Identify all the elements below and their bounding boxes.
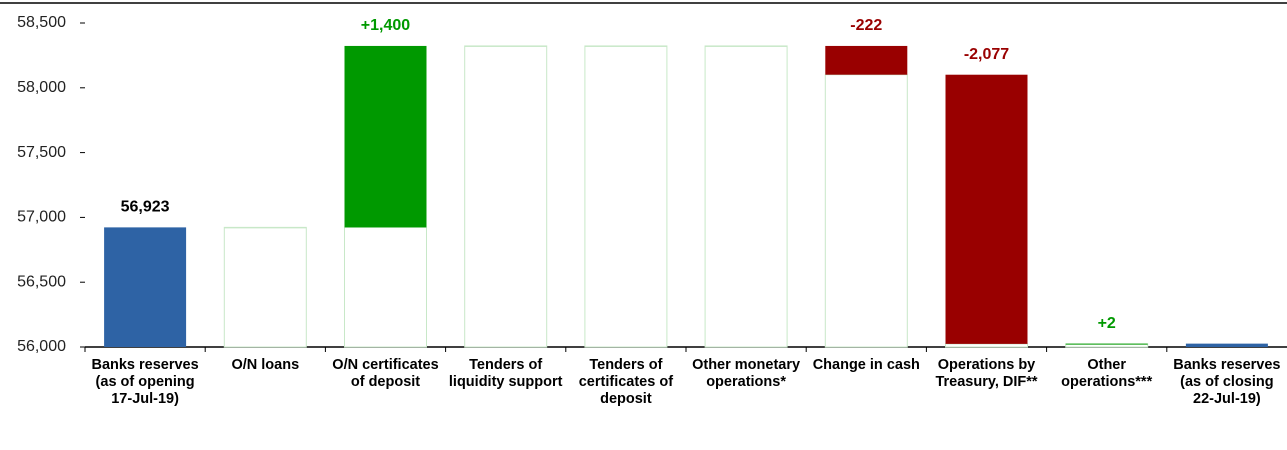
bar <box>104 227 187 347</box>
connector-bar <box>824 74 908 348</box>
x-tick-label: Operations by Treasury, DIF** <box>935 357 1038 390</box>
connector-bar <box>464 45 548 348</box>
bar <box>705 45 788 47</box>
bar <box>825 45 908 75</box>
x-tick-label: Banks reserves (as of opening 17-Jul-19) <box>91 357 199 407</box>
y-tick-label: 58,000 <box>17 79 66 96</box>
connector-bar <box>945 343 1028 348</box>
connector-bar <box>584 45 668 348</box>
value-label: -222 <box>850 17 882 34</box>
value-label: -2,077 <box>964 46 1009 63</box>
bar <box>1185 343 1268 347</box>
y-tick-label: 58,500 <box>17 14 66 31</box>
y-tick-label: 56,000 <box>17 338 66 355</box>
value-label: 56,923 <box>121 199 170 216</box>
bar <box>584 45 667 47</box>
x-tick-label: Other monetary operations* <box>692 357 801 390</box>
connector-bar <box>704 45 788 348</box>
connector-bar <box>344 226 427 348</box>
value-label: +1,400 <box>361 17 410 34</box>
bar <box>1065 343 1148 345</box>
x-tick-label: Tenders of liquidity support <box>448 357 563 390</box>
y-tick-label: 57,500 <box>17 144 66 161</box>
bar <box>344 45 427 228</box>
bar <box>945 74 1028 344</box>
x-tick-label: Other operations*** <box>1061 357 1153 390</box>
x-tick-label: Change in cash <box>812 357 920 373</box>
x-tick-label: Banks reserves (as of closing 22-Jul-19) <box>1173 357 1281 407</box>
y-tick-label: 57,000 <box>17 209 66 226</box>
x-tick-label: O/N loans <box>231 357 300 373</box>
connector-bar <box>223 226 307 348</box>
x-tick-label: Tenders of certificates of deposit <box>578 357 674 407</box>
bar <box>224 227 307 229</box>
value-label: +2 <box>1098 315 1116 332</box>
bar <box>464 45 547 47</box>
y-tick-label: 56,500 <box>17 273 66 290</box>
x-tick-label: O/N certificates of deposit <box>332 357 439 390</box>
